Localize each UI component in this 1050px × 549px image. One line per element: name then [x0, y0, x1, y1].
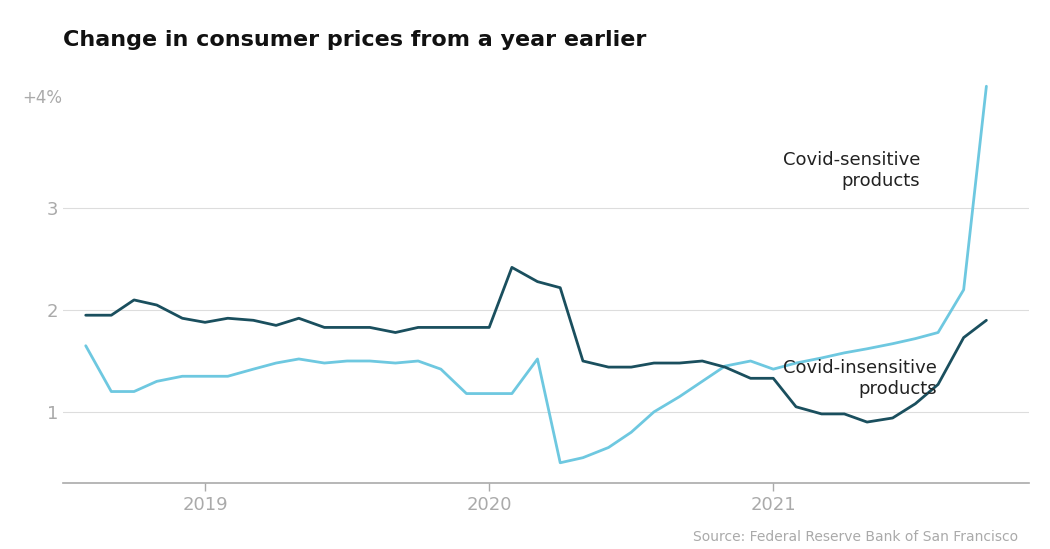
- Text: +4%: +4%: [22, 88, 62, 107]
- Text: Covid-insensitive
products: Covid-insensitive products: [782, 360, 937, 398]
- Text: Covid-sensitive
products: Covid-sensitive products: [782, 151, 920, 189]
- Text: Change in consumer prices from a year earlier: Change in consumer prices from a year ea…: [63, 30, 647, 51]
- Text: Source: Federal Reserve Bank of San Francisco: Source: Federal Reserve Bank of San Fran…: [693, 529, 1018, 544]
